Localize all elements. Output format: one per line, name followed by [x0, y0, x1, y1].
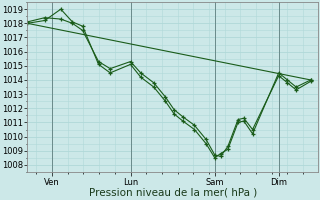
X-axis label: Pression niveau de la mer( hPa ): Pression niveau de la mer( hPa ): [89, 188, 257, 198]
